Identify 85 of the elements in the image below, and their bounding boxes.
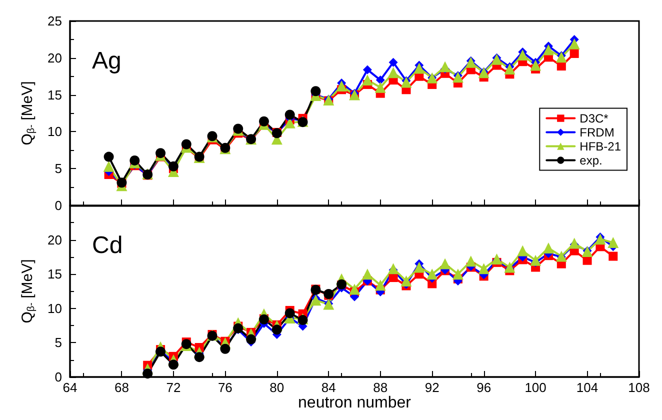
y-tick-label: 10: [48, 124, 62, 140]
point: [258, 116, 269, 126]
y-tick-label: 5: [54, 161, 62, 176]
x-axis-title: neutron number: [298, 394, 412, 412]
x-tick-label: 76: [218, 380, 232, 395]
y-tick-label: 5: [54, 335, 62, 350]
point: [362, 268, 373, 280]
point: [362, 74, 373, 86]
point: [440, 258, 451, 270]
x-tick-label: 100: [524, 380, 546, 395]
x-tick-label: 108: [628, 380, 650, 395]
point: [103, 160, 114, 172]
y-tick-label: 20: [48, 232, 62, 248]
y-tick-label: 0: [54, 198, 62, 213]
point: [608, 237, 619, 248]
point: [310, 86, 321, 96]
point: [517, 49, 528, 60]
point: [608, 252, 618, 261]
point: [452, 268, 464, 280]
point: [246, 334, 256, 344]
point: [310, 294, 322, 306]
point: [388, 58, 398, 67]
legend-label: exp.: [580, 153, 602, 168]
legend-label: D3C*: [580, 111, 609, 126]
legend-label: FRDM: [580, 125, 614, 140]
y-axis-title: Qβ- [MeV]: [19, 81, 38, 146]
point: [530, 254, 542, 266]
point: [388, 67, 399, 78]
annotation: Ag: [92, 48, 122, 74]
point: [504, 63, 516, 74]
point: [376, 76, 385, 85]
point: [465, 56, 476, 68]
point: [374, 82, 386, 93]
point: [130, 155, 140, 166]
y-tick-label: 15: [48, 87, 62, 102]
y-tick-label: 0: [54, 370, 62, 384]
point: [362, 65, 372, 74]
point: [194, 352, 204, 362]
annotation: Cd: [92, 232, 123, 259]
x-tick-label: 84: [321, 380, 336, 395]
x-tick-label: 72: [166, 380, 181, 395]
point: [542, 44, 554, 56]
y-tick-label: 10: [48, 300, 62, 316]
x-tick-label: 64: [62, 380, 78, 395]
y-tick-label: 20: [48, 50, 62, 66]
point: [284, 110, 295, 120]
point: [336, 80, 348, 92]
point: [517, 245, 528, 256]
point: [491, 54, 502, 65]
point: [452, 72, 464, 83]
point: [530, 60, 542, 71]
x-tick-label: 68: [114, 380, 129, 395]
x-tick-label: 104: [576, 380, 598, 395]
x-tick-label: 96: [476, 380, 492, 395]
point: [594, 234, 606, 245]
point: [220, 344, 230, 354]
point: [542, 242, 554, 254]
point: [284, 308, 295, 318]
point: [168, 360, 178, 370]
point: [349, 284, 360, 295]
x-tick-label: 88: [373, 380, 388, 395]
point: [504, 262, 516, 273]
y-tick-label: 25: [48, 14, 62, 28]
point: [400, 275, 412, 286]
point: [568, 238, 580, 249]
y-axis-title: Qβ- [MeV]: [19, 259, 38, 324]
point: [426, 268, 438, 280]
point: [272, 324, 282, 335]
x-tick-label: 92: [424, 380, 440, 395]
point: [568, 38, 580, 50]
point: [570, 48, 579, 58]
point: [374, 280, 386, 291]
point: [142, 368, 153, 379]
legend-label: HFB-21: [580, 139, 622, 154]
y-tick-label: 15: [48, 266, 62, 282]
point: [465, 256, 476, 267]
point: [440, 61, 451, 72]
point: [400, 76, 412, 88]
point: [478, 263, 490, 274]
x-tick-label: 80: [270, 380, 284, 395]
point: [556, 52, 567, 63]
point: [414, 62, 425, 74]
point: [414, 262, 425, 273]
point: [156, 148, 166, 158]
point: [104, 152, 114, 162]
